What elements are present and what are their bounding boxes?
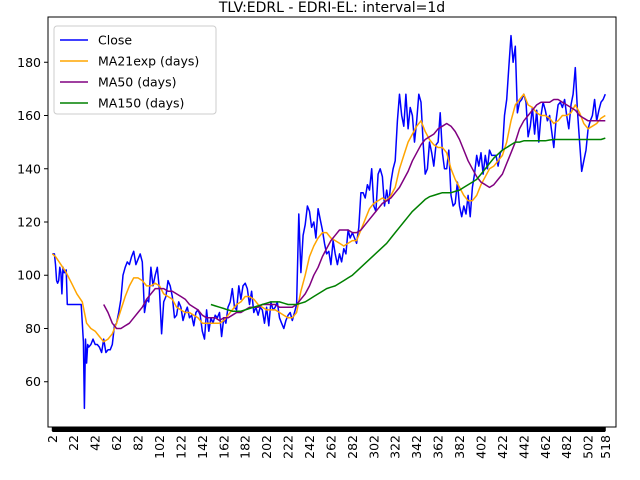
x-tick-label-2: 42 [88,435,103,451]
series-line-3 [210,137,606,312]
x-tick-label-0: 2 [45,435,60,443]
y-tick-label-0: 60 [25,374,41,389]
x-tick-label-26: 518 [598,435,613,459]
x-tick-label-5: 102 [152,435,167,459]
x-tick-label-6: 122 [173,435,188,459]
x-tick-label-19: 382 [452,435,467,459]
legend-label-1: MA21exp (days) [98,54,199,69]
legend-label-2: MA50 (days) [98,75,176,90]
x-tick-label-16: 322 [388,435,403,459]
y-tick-label-4: 140 [17,161,41,176]
x-tick-label-3: 62 [109,435,124,451]
x-tick-label-1: 22 [66,435,81,451]
x-tick-label-8: 162 [216,435,231,459]
x-tick-label-9: 182 [238,435,253,459]
series-line-2 [103,98,606,330]
x-minor-ticks [52,427,606,432]
y-tick-label-1: 80 [25,321,41,336]
y-tick-label-6: 180 [17,55,41,70]
x-tick-label-23: 462 [538,435,553,459]
y-tick-label-2: 100 [17,268,41,283]
legend-box [53,25,217,115]
x-tick-label-17: 342 [409,435,424,459]
x-tick-label-20: 402 [473,435,488,459]
x-tick-label-21: 422 [495,435,510,459]
x-tick-label-13: 262 [323,435,338,459]
y-tick-label-3: 120 [17,215,41,230]
x-axis: 2 22 42 62 82 102 122 142 162 182 202 222 242 262 282 3… [45,427,613,459]
plot-lines [51,34,606,410]
y-axis: 60 80 100 120 140 160 180 [17,55,48,389]
series-line-1 [51,93,606,343]
x-tick-label-10: 202 [259,435,274,459]
x-tick-label-24: 482 [559,435,574,459]
y-tick-label-5: 160 [17,108,41,123]
chart-title: TLV:EDRL - EDRI-EL: interval=1d [218,0,445,16]
x-tick-label-15: 302 [366,435,381,459]
x-tick-label-14: 282 [345,435,360,459]
series-line-0 [52,34,606,410]
x-tick-label-11: 222 [281,435,296,459]
legend-label-3: MA150 (days) [98,96,184,111]
x-tick-label-4: 82 [131,435,146,451]
legend: Close MA21exp (days) MA50 (days) MA150 (day… [53,25,217,115]
x-tick-label-7: 142 [195,435,210,459]
x-tick-label-22: 442 [516,435,531,459]
x-tick-label-25: 502 [581,435,596,459]
x-tick-label-18: 362 [431,435,446,459]
x-tick-label-12: 242 [302,435,317,459]
legend-label-0: Close [98,33,132,48]
